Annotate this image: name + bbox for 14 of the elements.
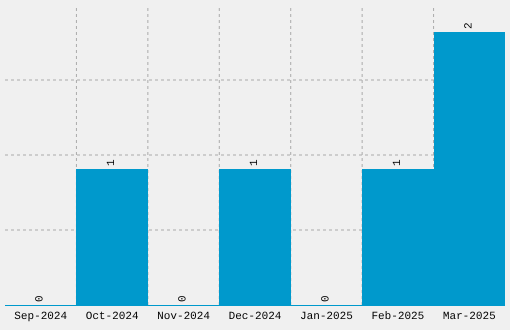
x-tick-label: Jan-2025 <box>300 311 353 324</box>
x-tick-label: Nov-2024 <box>157 311 210 324</box>
x-tick-label: Sep-2024 <box>14 311 68 324</box>
data-label: 1 <box>249 159 261 166</box>
x-tick-label: Dec-2024 <box>228 311 282 324</box>
data-label: 0 <box>34 295 46 302</box>
data-label: 2 <box>464 22 476 29</box>
data-label: 0 <box>320 295 332 302</box>
x-tick-label: Oct-2024 <box>86 311 139 324</box>
x-tick-label: Feb-2025 <box>371 311 424 324</box>
x-tick-label: Mar-2025 <box>442 311 496 324</box>
data-label: 1 <box>392 159 404 166</box>
data-label: 0 <box>178 295 190 302</box>
data-label: 1 <box>106 159 118 166</box>
